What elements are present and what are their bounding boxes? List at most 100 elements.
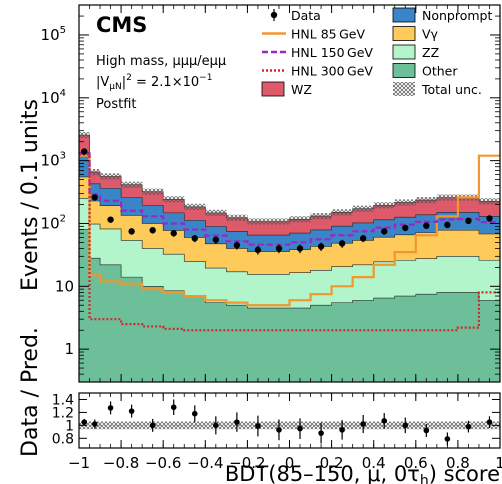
legend-item: ZZ [392,44,439,60]
data-point [423,222,430,229]
ratio-point [360,421,366,427]
data-point [444,221,451,229]
coupling-annotation: |VμN|2 = 2.1×10−1 [96,73,212,92]
uncertainty-band [100,173,122,180]
uncertainty-band [247,218,269,225]
ratio-y-tick-label: 1.2 [52,405,74,421]
stack-bar-other [331,302,353,382]
stack-bar-other [205,302,227,382]
signal-line [79,152,500,246]
stack-bar-other [142,286,164,382]
x-tick-label: 0.8 [446,454,470,472]
signal-line [79,153,500,332]
uncertainty-band [205,209,227,216]
region-annotation: High mass, μμμ/eμμ [96,54,226,69]
data-point [402,224,409,232]
ratio-point [107,405,114,411]
y-axis-label: Events / 0.1 units [18,99,43,291]
data-point [465,217,472,225]
stack-outline [79,229,500,309]
data-point [275,245,283,252]
stack-bar-other [352,300,374,382]
stack-bar-other [373,298,396,382]
stack-bar-other [100,264,122,382]
ratio-point [318,430,324,436]
legend-hatch-swatch [393,82,415,96]
data-point [486,215,493,222]
uncertainty-band [310,213,332,220]
y-tick-label: 104 [41,88,66,107]
data-point [170,230,177,237]
ratio-point [213,422,219,429]
legend-label: Total unc. [421,82,482,97]
x-tick-label: −0.4 [187,454,223,472]
legend-item: HNL 150 GeV [262,45,373,60]
stack-bar-other [394,296,417,382]
ratio-point [444,436,451,442]
postfit-annotation: Postfit [96,97,137,112]
ratio-point [297,425,303,432]
uncertainty-band [331,209,353,216]
legend-item: Nonprompt [392,7,492,23]
stack-outline [79,152,500,236]
legend-box-swatch [392,7,416,23]
legend-label: Other [422,64,458,79]
legend-label: WZ [291,82,312,97]
signal-line [79,154,500,307]
ratio-point [81,419,88,425]
data-point [317,243,325,250]
uncertainty-band [289,216,311,223]
data-point [212,236,220,243]
uncertainty-band [268,218,290,225]
stack-bar-other [478,300,500,382]
stack-bar-other [310,305,332,382]
ratio-point [465,423,472,430]
ratio-point [170,404,177,411]
uncertainty-band [373,202,395,209]
stack-outline [79,198,500,275]
y-tick-label: 105 [41,25,66,44]
stack-bar-other [226,305,248,382]
stack-bar-other [121,277,143,382]
legend-label: Vγ [422,27,439,42]
data-point [107,216,114,223]
legend-item: Vγ [392,26,439,42]
stack-bar-other [184,296,206,382]
ratio-point [423,427,430,434]
legend-item: HNL 300 GeV [262,64,373,79]
legend-label: ZZ [422,45,439,60]
legend-label: HNL 85 GeV [291,27,365,42]
y-tick-label: 103 [41,151,66,170]
uncertainty-band [415,197,437,204]
uncertainty-band [352,205,374,212]
legend-item: HNL 85 GeV [262,27,365,42]
ratio-y-tick-label: 1 [65,418,74,434]
uncertainty-band [394,199,416,206]
x-tick-label: 0.2 [320,454,344,472]
x-tick-label: −1 [68,454,90,472]
uncertainty-band [89,168,101,176]
stack-bar-other [163,290,185,382]
legend-box-swatch [392,63,416,78]
data-point [381,228,388,235]
data-point [91,194,98,201]
stack-bar-other [79,229,90,382]
legend-label: Nonprompt [422,8,492,23]
ratio-y-axis-label: Data / Pred. [18,327,43,457]
legend-box-swatch [261,81,285,97]
legend-box-swatch [392,44,416,60]
data-point [128,228,135,235]
uncertainty-band [226,214,248,221]
legend-item: Other [392,63,458,79]
x-tick-label: −0.6 [145,454,181,472]
ratio-point [191,410,198,417]
x-tick-label: −0.8 [103,454,139,472]
legend-item: WZ [261,81,312,97]
ratio-point [234,419,240,425]
data-point [296,245,304,252]
stack-bar-other [457,292,480,382]
y-tick-label: 10 [55,277,74,295]
ratio-point [255,423,261,429]
data-point [338,240,346,247]
